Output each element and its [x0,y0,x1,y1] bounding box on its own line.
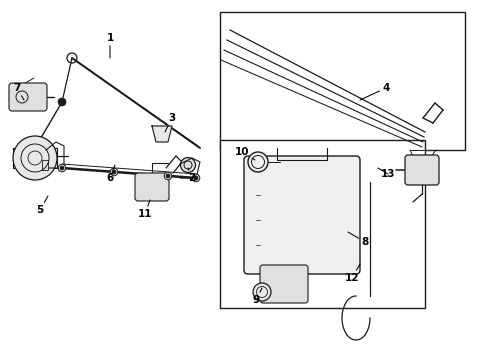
Circle shape [165,174,170,178]
Circle shape [252,283,270,301]
Bar [42,160,48,170]
Text: 2: 2 [187,168,195,183]
Circle shape [194,176,198,180]
FancyBboxPatch shape [9,83,47,111]
Circle shape [180,158,195,172]
Text: 6: 6 [106,165,115,183]
Text: 11: 11 [138,200,152,219]
Circle shape [110,168,118,176]
FancyBboxPatch shape [135,173,169,201]
Text: 7: 7 [13,83,24,100]
Circle shape [13,136,57,180]
Circle shape [60,166,64,170]
Text: 8: 8 [347,232,368,247]
Circle shape [247,152,267,172]
Polygon shape [152,126,172,142]
FancyBboxPatch shape [260,265,307,303]
Circle shape [112,170,116,174]
Text: 12: 12 [344,264,359,283]
Bar [220,12,464,150]
Bar [220,140,424,308]
Text: 5: 5 [36,196,48,215]
Circle shape [192,174,200,182]
Text: 3: 3 [164,113,175,132]
Text: 1: 1 [106,33,113,58]
FancyBboxPatch shape [244,156,359,274]
Circle shape [58,98,66,106]
Text: 13: 13 [377,168,394,179]
Text: 10: 10 [234,147,254,160]
Text: 9: 9 [252,288,262,305]
Circle shape [58,164,66,172]
FancyBboxPatch shape [404,155,438,185]
Text: 4: 4 [359,83,389,100]
Circle shape [164,172,171,180]
